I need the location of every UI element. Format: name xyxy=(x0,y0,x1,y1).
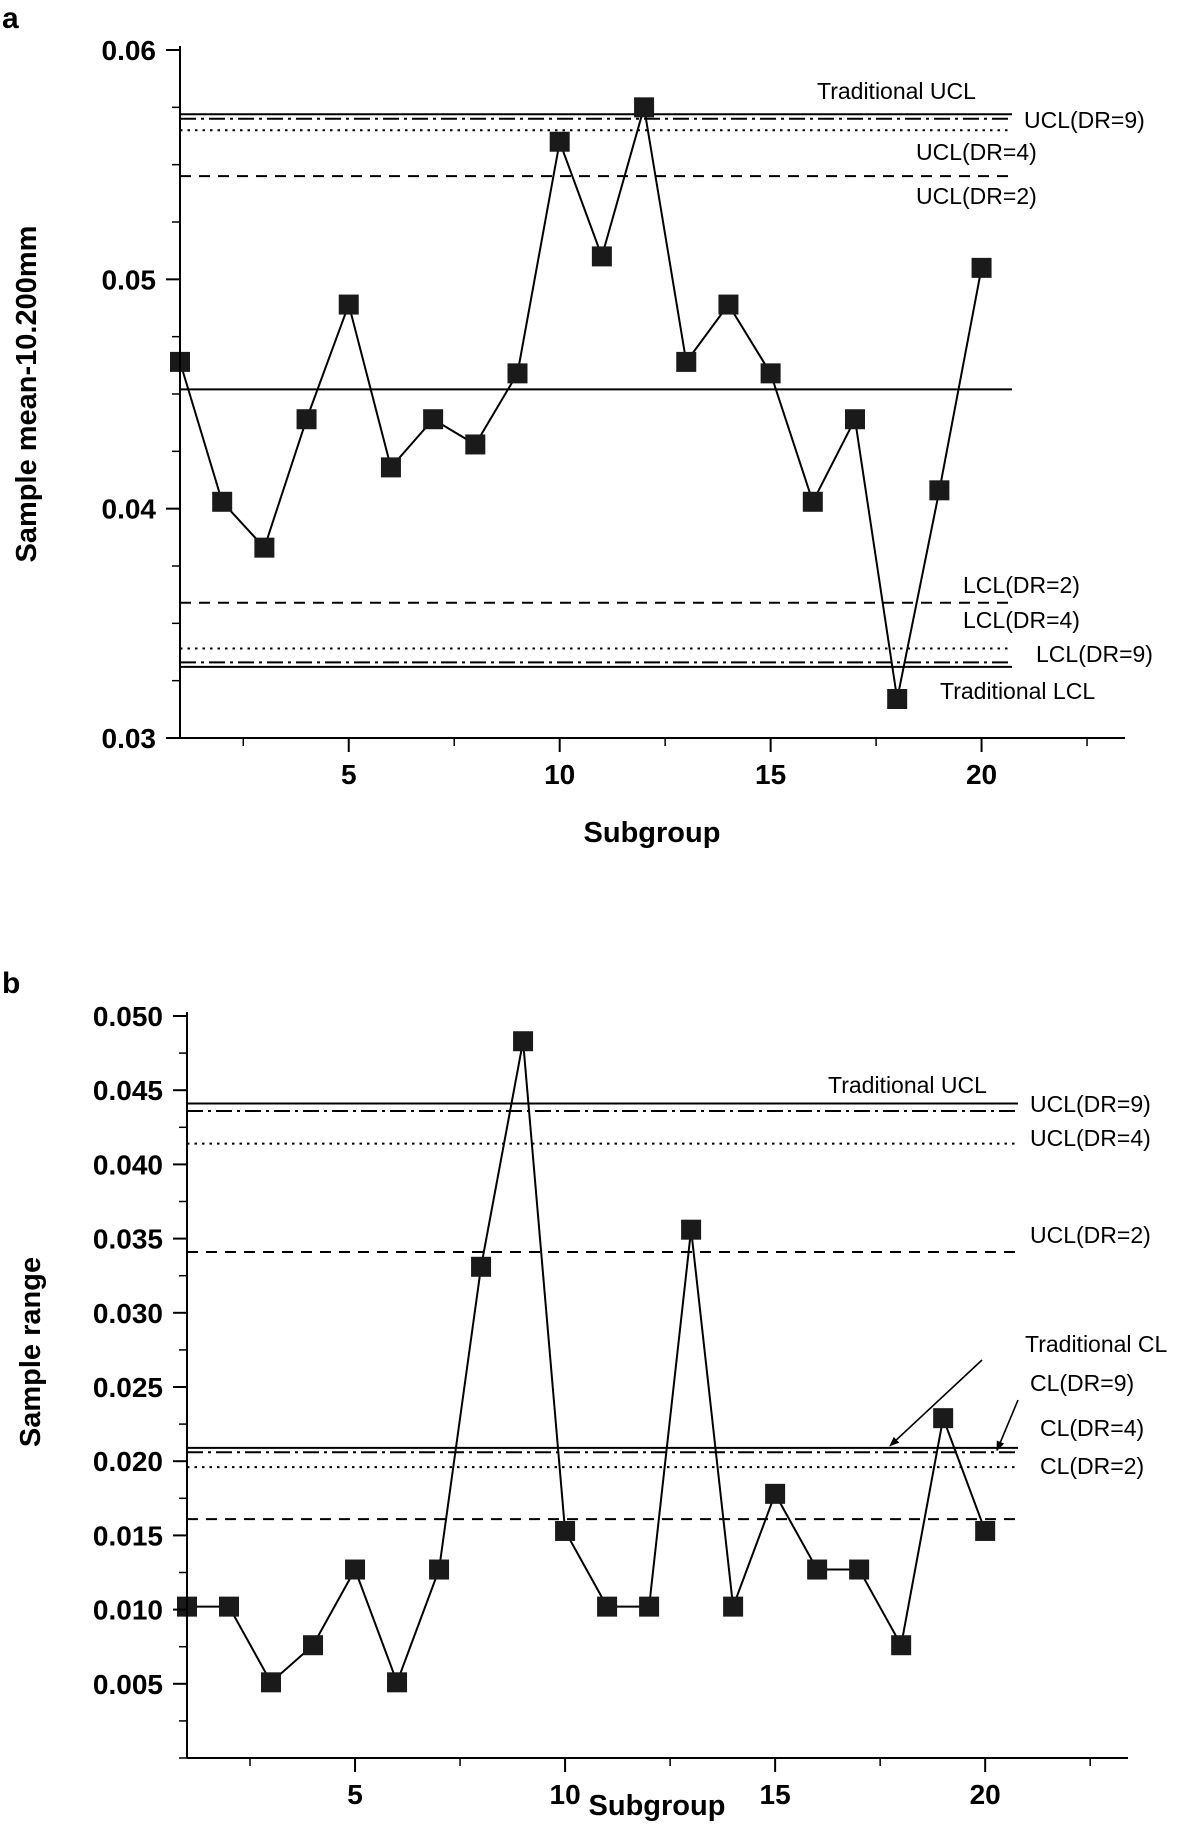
x-tick-label: 15 xyxy=(755,759,786,790)
data-point-subgroup-2 xyxy=(212,491,233,512)
y-tick-label: 0.05 xyxy=(102,264,157,295)
control-line-label-traditional-ucl: Traditional UCL xyxy=(817,78,976,104)
y-tick-label: 0.015 xyxy=(93,1520,163,1551)
y-tick-label: 0.04 xyxy=(102,494,157,525)
control-line-label-cl-dr-9: CL(DR=9) xyxy=(1030,1370,1134,1396)
control-line-label-cl-dr-2: CL(DR=2) xyxy=(1040,1453,1144,1479)
y-tick-label: 0.025 xyxy=(93,1372,163,1403)
data-point-subgroup-12 xyxy=(634,97,655,118)
data-point-subgroup-5 xyxy=(345,1559,366,1580)
data-point-subgroup-3 xyxy=(261,1672,282,1693)
control-line-label-lcl-dr-4: LCL(DR=4) xyxy=(963,607,1080,633)
control-line-label-ucl-dr-4: UCL(DR=4) xyxy=(916,139,1037,165)
data-point-subgroup-16 xyxy=(807,1559,828,1580)
data-point-subgroup-10 xyxy=(549,131,570,152)
x-tick-label: 10 xyxy=(550,1779,581,1810)
data-point-subgroup-10 xyxy=(555,1520,576,1541)
data-point-subgroup-17 xyxy=(849,1559,870,1580)
x-tick-label: 15 xyxy=(760,1779,791,1810)
x-tick-label: 5 xyxy=(341,759,357,790)
data-point-subgroup-15 xyxy=(765,1483,786,1504)
control-line-label-traditional-lcl: Traditional LCL xyxy=(940,678,1095,704)
y-tick-label: 0.020 xyxy=(93,1446,163,1477)
panel-b-y-axis-title: Sample range xyxy=(15,1257,47,1447)
data-point-subgroup-19 xyxy=(929,480,950,501)
data-point-subgroup-13 xyxy=(676,351,697,372)
data-point-subgroup-14 xyxy=(718,294,739,315)
control-line-label-lcl-dr-9: LCL(DR=9) xyxy=(1036,641,1153,667)
control-line-label-ucl-dr-9: UCL(DR=9) xyxy=(1030,1091,1151,1117)
pointer-arrow-traditional-cl xyxy=(889,1359,983,1447)
control-line-label-ucl-dr-4: UCL(DR=4) xyxy=(1030,1125,1151,1151)
panel-a-mean-chart: a 0.03 0.04 0.05 0.06 5 10 15 20 Traditional UC… xyxy=(2,2,1153,849)
data-point-subgroup-18 xyxy=(887,689,908,710)
data-point-subgroup-18 xyxy=(891,1635,912,1656)
control-line-label-ucl-dr-9: UCL(DR=9) xyxy=(1024,107,1145,133)
data-point-subgroup-8 xyxy=(471,1256,492,1277)
control-line-label-traditional-cl: Traditional CL xyxy=(1025,1331,1168,1357)
data-point-subgroup-11 xyxy=(597,1596,618,1617)
y-tick-label: 0.06 xyxy=(102,35,157,66)
panel-a-x-axis-title: Subgroup xyxy=(584,817,721,849)
y-tick-label: 0.045 xyxy=(93,1075,163,1106)
control-line-label-traditional-ucl: Traditional UCL xyxy=(828,1072,987,1098)
pointer-arrow-cl-dr-9 xyxy=(996,1399,1019,1452)
data-point-subgroup-13 xyxy=(681,1219,702,1240)
panel-b-x-axis-title: Subgroup xyxy=(589,1790,726,1822)
x-tick-label: 5 xyxy=(347,1779,363,1810)
x-tick-label: 10 xyxy=(544,759,575,790)
y-tick-label: 0.005 xyxy=(93,1669,163,1700)
data-point-subgroup-2 xyxy=(219,1596,240,1617)
data-point-subgroup-3 xyxy=(254,537,275,558)
x-tick-label: 20 xyxy=(966,759,997,790)
data-point-subgroup-14 xyxy=(723,1596,744,1617)
data-point-subgroup-7 xyxy=(429,1559,450,1580)
panel-a-letter: a xyxy=(2,2,19,35)
data-point-subgroup-8 xyxy=(465,434,486,455)
data-point-subgroup-12 xyxy=(639,1596,660,1617)
control-line-label-ucl-dr-2: UCL(DR=2) xyxy=(916,183,1037,209)
y-tick-label: 0.040 xyxy=(93,1149,163,1180)
y-tick-label: 0.035 xyxy=(93,1224,163,1255)
data-point-subgroup-4 xyxy=(303,1635,324,1656)
data-point-subgroup-20 xyxy=(971,257,992,278)
data-point-subgroup-15 xyxy=(760,363,781,384)
panel-b-letter: b xyxy=(2,967,20,1000)
panel-a-y-axis-title: Sample mean-10.200mm xyxy=(11,226,43,563)
data-point-subgroup-5 xyxy=(338,294,359,315)
data-point-subgroup-11 xyxy=(591,246,612,267)
data-point-subgroup-9 xyxy=(507,363,528,384)
y-tick-label: 0.010 xyxy=(93,1595,163,1626)
data-point-subgroup-9 xyxy=(513,1031,534,1052)
control-line-label-cl-dr-4: CL(DR=4) xyxy=(1040,1415,1144,1441)
data-point-subgroup-6 xyxy=(387,1672,408,1693)
control-line-label-lcl-dr-2: LCL(DR=2) xyxy=(963,572,1080,598)
data-point-subgroup-4 xyxy=(296,409,317,430)
data-point-subgroup-19 xyxy=(933,1408,954,1429)
data-point-subgroup-17 xyxy=(845,409,865,430)
control-line-label-ucl-dr-2: UCL(DR=2) xyxy=(1030,1222,1151,1248)
y-tick-label: 0.050 xyxy=(93,1001,163,1032)
y-tick-label: 0.030 xyxy=(93,1298,163,1329)
x-tick-label: 20 xyxy=(970,1779,1001,1810)
panel-b-range-chart: b 0.005 0.010 0.015 0.020 0.025 0.030 0.035 0.0… xyxy=(2,967,1168,1822)
data-point-subgroup-7 xyxy=(423,409,444,430)
series-line xyxy=(179,107,983,700)
data-point-subgroup-16 xyxy=(802,491,823,512)
series-line xyxy=(187,1041,987,1686)
data-point-subgroup-20 xyxy=(975,1520,996,1541)
y-tick-label: 0.03 xyxy=(102,723,157,754)
data-point-subgroup-6 xyxy=(380,457,401,478)
